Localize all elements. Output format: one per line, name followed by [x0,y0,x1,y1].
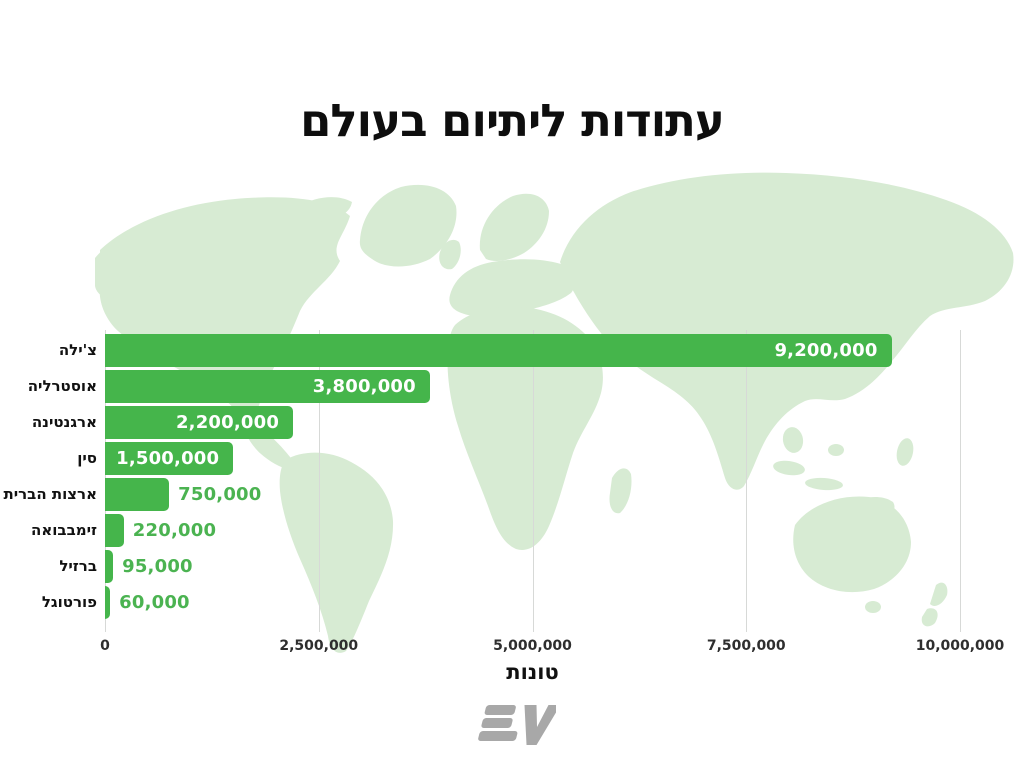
category-label: זימבבואה [31,521,97,539]
x-tick-label: 7,500,000 [706,638,786,654]
bar-row: צ'ילה 9,200,000 [59,334,960,367]
value-label: 2,200,000 [175,412,280,433]
bar [105,586,111,619]
value-label: 750,000 [178,484,262,505]
value-label: 1,500,000 [116,448,220,469]
bar [105,550,114,583]
category-label: סין [77,449,97,467]
bar-chart: צ'ילה 9,200,000 אוסטרליה 3,800,000 ארגנטינה 2… [3,330,1004,684]
bar-row: ברזיל 95,000 [59,550,960,583]
x-tick-label: 10,000,000 [915,638,1005,654]
bar-row: זימבבואה 220,000 [31,514,960,547]
value-label: 220,000 [132,520,217,541]
value-label: 3,800,000 [312,376,416,397]
chart-title: עתודות ליתיום בעולם [300,94,725,147]
bar-rows: צ'ילה 9,200,000 אוסטרליה 3,800,000 ארגנטינה 2… [3,334,960,622]
value-label: 95,000 [122,556,193,577]
bar-row: ארצות הברית 750,000 [3,478,960,511]
x-axis-label: טונות [506,660,559,684]
bar [105,514,124,547]
bar-row: פורטוגל 60,000 [42,586,960,619]
gridline [746,330,748,632]
x-tick-label: 0 [100,638,110,654]
gridline [960,330,961,632]
bar-row: סין 1,500,000 [77,442,960,475]
bar: 9,200,000 [105,334,892,367]
category-label: צ'ילה [58,341,97,359]
x-axis-ticks: 0 2,500,000 5,000,000 7,500,000 10,000,000 [100,638,1004,656]
category-label: ברזיל [59,557,97,575]
gridline [318,330,320,632]
bar: 3,800,000 [105,370,430,403]
category-label: ארגנטינה [31,413,97,431]
ev-logo-glyph [478,705,556,745]
gridline [532,330,534,632]
category-label: פורטוגל [41,593,97,611]
bar: 2,200,000 [105,406,294,439]
bar [105,478,170,511]
bar: 1,500,000 [105,442,234,475]
category-label: אוסטרליה [27,377,97,395]
bar-row: ארגנטינה 2,200,000 [32,406,960,439]
x-tick-label: 5,000,000 [493,638,572,654]
x-tick-label: 2,500,000 [279,638,359,654]
value-label: 60,000 [119,592,190,613]
value-label: 9,200,000 [774,340,878,361]
category-label: ארצות הברית [3,485,97,503]
ev-logo [0,702,1024,748]
bar-row: אוסטרליה 3,800,000 [28,370,960,403]
